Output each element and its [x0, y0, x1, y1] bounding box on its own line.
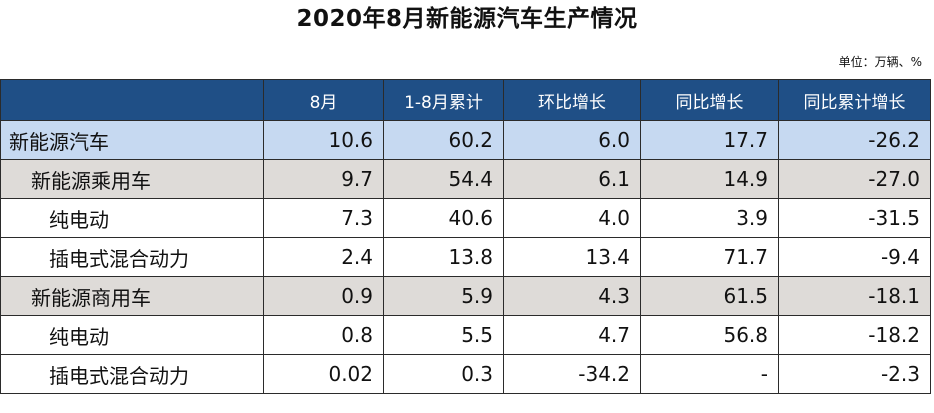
cell-yoy-growth: 17.7	[640, 120, 779, 160]
row-label: 新能源商用车	[0, 276, 264, 316]
header-cell-category	[0, 79, 264, 121]
header-cell-august: 8月	[263, 79, 384, 121]
cell-cumulative: 60.2	[383, 120, 504, 160]
cell-yoy-growth: 61.5	[640, 276, 779, 316]
unit-note: 单位：万辆、%	[838, 55, 922, 69]
cell-yoy-growth: 3.9	[640, 198, 779, 238]
cell-yoy-growth: -	[640, 354, 779, 394]
header-cell-cumulative: 1-8月累计	[383, 79, 504, 121]
cell-yoy-growth: 14.9	[640, 159, 779, 199]
table-row: 新能源乘用车 9.7 54.4 6.1 14.9 -27.0	[0, 159, 931, 199]
cell-yoy-growth: 56.8	[640, 315, 779, 355]
row-label: 插电式混合动力	[0, 237, 264, 277]
row-label: 纯电动	[0, 315, 264, 355]
cell-cumulative: 0.3	[383, 354, 504, 394]
cell-yoy-cumulative-growth: -18.1	[778, 276, 931, 316]
cell-mom-growth: 6.1	[503, 159, 641, 199]
header-cell-mom-growth: 环比增长	[503, 79, 641, 121]
table-row: 插电式混合动力 2.4 13.8 13.4 71.7 -9.4	[0, 237, 931, 277]
cell-cumulative: 54.4	[383, 159, 504, 199]
cell-august: 0.8	[263, 315, 384, 355]
cell-cumulative: 40.6	[383, 198, 504, 238]
table-row: 新能源汽车 10.6 60.2 6.0 17.7 -26.2	[0, 120, 931, 160]
page-title: 2020年8月新能源汽车生产情况	[296, 6, 638, 32]
cell-cumulative: 13.8	[383, 237, 504, 277]
table-row: 纯电动 7.3 40.6 4.0 3.9 -31.5	[0, 198, 931, 238]
cell-yoy-cumulative-growth: -18.2	[778, 315, 931, 355]
cell-yoy-cumulative-growth: -31.5	[778, 198, 931, 238]
row-label: 新能源汽车	[0, 120, 264, 160]
cell-august: 0.02	[263, 354, 384, 394]
cell-yoy-cumulative-growth: -26.2	[778, 120, 931, 160]
cell-mom-growth: 4.0	[503, 198, 641, 238]
cell-mom-growth: 4.7	[503, 315, 641, 355]
cell-august: 10.6	[263, 120, 384, 160]
cell-yoy-cumulative-growth: -2.3	[778, 354, 931, 394]
cell-august: 0.9	[263, 276, 384, 316]
cell-mom-growth: 6.0	[503, 120, 641, 160]
cell-august: 9.7	[263, 159, 384, 199]
table-row: 纯电动 0.8 5.5 4.7 56.8 -18.2	[0, 315, 931, 355]
cell-yoy-growth: 71.7	[640, 237, 779, 277]
header-cell-yoy-growth: 同比增长	[640, 79, 779, 121]
row-label: 新能源乘用车	[0, 159, 264, 199]
cell-mom-growth: 4.3	[503, 276, 641, 316]
header-cell-yoy-cumulative-growth: 同比累计增长	[778, 79, 931, 121]
cell-mom-growth: -34.2	[503, 354, 641, 394]
cell-yoy-cumulative-growth: -9.4	[778, 237, 931, 277]
cell-cumulative: 5.9	[383, 276, 504, 316]
cell-cumulative: 5.5	[383, 315, 504, 355]
production-table: 8月 1-8月累计 环比增长 同比增长 同比累计增长 新能源汽车 10.6 60…	[0, 79, 931, 394]
table-row: 新能源商用车 0.9 5.9 4.3 61.5 -18.1	[0, 276, 931, 316]
cell-august: 2.4	[263, 237, 384, 277]
row-label: 插电式混合动力	[0, 354, 264, 394]
cell-august: 7.3	[263, 198, 384, 238]
row-label: 纯电动	[0, 198, 264, 238]
table-header-row: 8月 1-8月累计 环比增长 同比增长 同比累计增长	[0, 79, 931, 121]
cell-yoy-cumulative-growth: -27.0	[778, 159, 931, 199]
table-row: 插电式混合动力 0.02 0.3 -34.2 - -2.3	[0, 354, 931, 394]
cell-mom-growth: 13.4	[503, 237, 641, 277]
